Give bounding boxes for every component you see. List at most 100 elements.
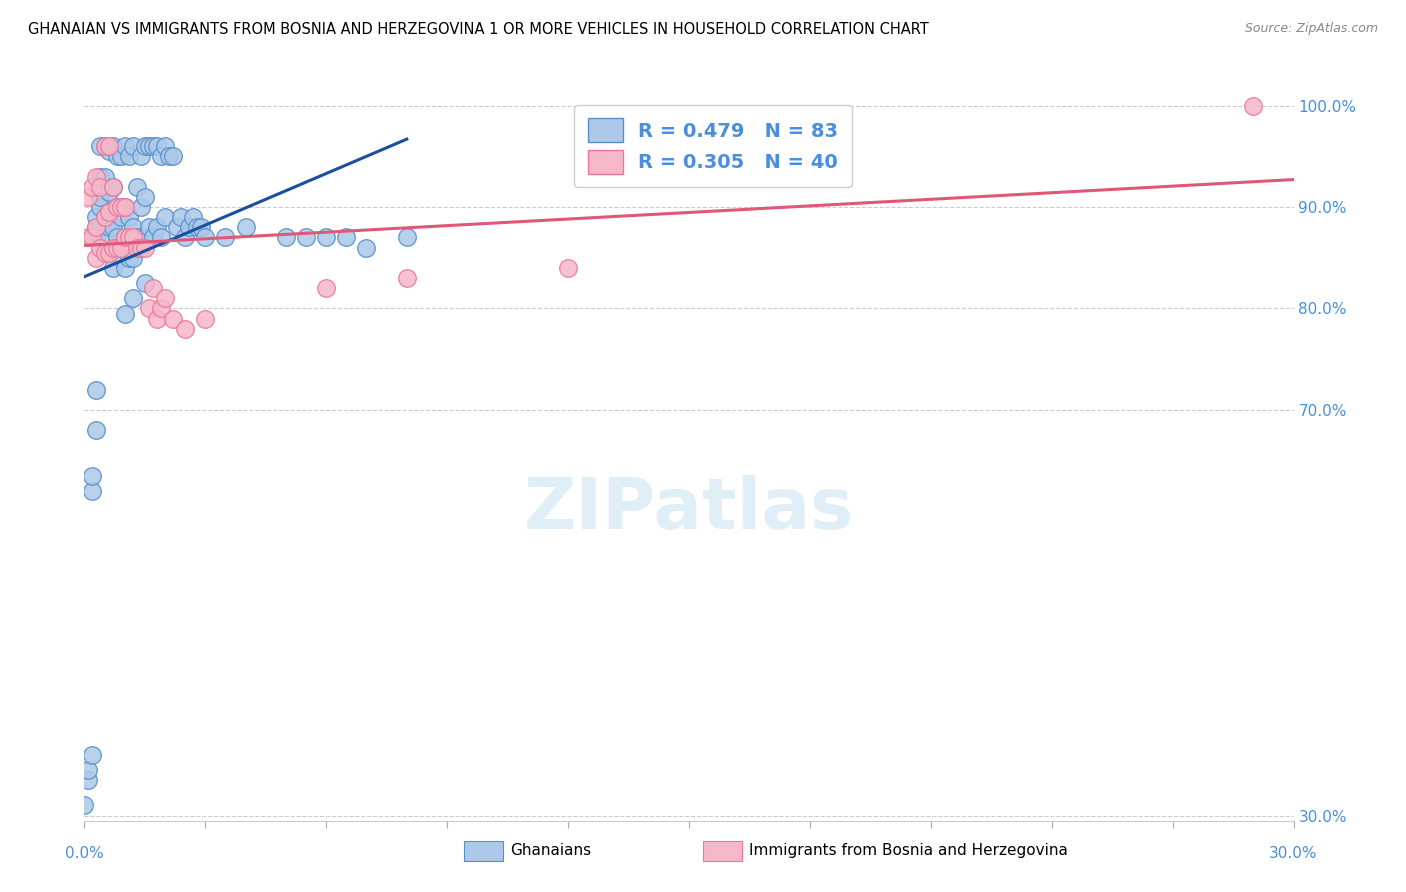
- Point: [142, 281, 165, 295]
- Point: [149, 149, 172, 163]
- FancyBboxPatch shape: [464, 841, 503, 861]
- Point: [114, 139, 136, 153]
- Point: [89, 179, 111, 194]
- Point: [97, 139, 120, 153]
- Point: [82, 483, 104, 498]
- Point: [105, 200, 128, 214]
- Point: [121, 291, 143, 305]
- Point: [97, 220, 120, 235]
- Point: [86, 220, 108, 235]
- Point: [77, 230, 100, 244]
- Point: [146, 139, 169, 153]
- Point: [295, 230, 318, 244]
- Point: [138, 139, 160, 153]
- Point: [114, 260, 136, 275]
- Point: [190, 220, 212, 235]
- Point: [129, 241, 152, 255]
- Point: [97, 185, 120, 199]
- Text: Immigrants from Bosnia and Herzegovina: Immigrants from Bosnia and Herzegovina: [749, 844, 1069, 858]
- Point: [86, 251, 108, 265]
- Point: [146, 220, 169, 235]
- Point: [97, 205, 120, 219]
- Point: [93, 245, 115, 260]
- Point: [77, 190, 100, 204]
- Point: [101, 179, 124, 194]
- Text: GHANAIAN VS IMMIGRANTS FROM BOSNIA AND HERZEGOVINA 1 OR MORE VEHICLES IN HOUSEHO: GHANAIAN VS IMMIGRANTS FROM BOSNIA AND H…: [28, 22, 929, 37]
- Point: [356, 241, 378, 255]
- Point: [77, 773, 100, 788]
- Point: [93, 139, 115, 153]
- Point: [395, 271, 418, 285]
- Point: [170, 210, 193, 224]
- Point: [142, 230, 165, 244]
- Point: [89, 139, 111, 153]
- Point: [93, 210, 115, 224]
- Point: [121, 230, 143, 244]
- Point: [114, 200, 136, 214]
- Point: [110, 210, 132, 224]
- Point: [97, 145, 120, 159]
- Point: [153, 139, 176, 153]
- Point: [315, 230, 337, 244]
- Point: [86, 230, 108, 244]
- Point: [82, 230, 104, 244]
- Point: [149, 301, 172, 316]
- Point: [101, 220, 124, 235]
- Point: [118, 210, 141, 224]
- Point: [89, 220, 111, 235]
- Point: [82, 747, 104, 762]
- Point: [134, 139, 156, 153]
- Point: [134, 190, 156, 204]
- Point: [153, 210, 176, 224]
- Point: [93, 210, 115, 224]
- Point: [93, 169, 115, 184]
- Text: ZIPatlas: ZIPatlas: [524, 475, 853, 544]
- Point: [89, 200, 111, 214]
- Point: [121, 251, 143, 265]
- Point: [129, 241, 152, 255]
- Point: [235, 220, 257, 235]
- Point: [138, 220, 160, 235]
- Point: [114, 230, 136, 244]
- Point: [274, 230, 297, 244]
- Point: [114, 200, 136, 214]
- Point: [315, 281, 337, 295]
- Point: [134, 276, 156, 290]
- Point: [105, 230, 128, 244]
- Point: [121, 139, 143, 153]
- Point: [335, 230, 357, 244]
- Point: [125, 230, 148, 244]
- Point: [162, 149, 184, 163]
- Point: [174, 230, 197, 244]
- Point: [142, 139, 165, 153]
- Point: [181, 210, 204, 224]
- Point: [97, 245, 120, 260]
- Point: [89, 190, 111, 204]
- Point: [89, 241, 111, 255]
- Point: [86, 220, 108, 235]
- Point: [129, 149, 152, 163]
- Point: [93, 230, 115, 244]
- Legend: R = 0.479   N = 83, R = 0.305   N = 40: R = 0.479 N = 83, R = 0.305 N = 40: [574, 104, 852, 187]
- Point: [134, 230, 156, 244]
- Point: [86, 210, 108, 224]
- Point: [82, 468, 104, 483]
- Point: [125, 179, 148, 194]
- Point: [138, 301, 160, 316]
- Point: [395, 230, 418, 244]
- Point: [121, 220, 143, 235]
- Point: [110, 149, 132, 163]
- Point: [174, 322, 197, 336]
- Point: [557, 260, 579, 275]
- Point: [153, 291, 176, 305]
- FancyBboxPatch shape: [703, 841, 742, 861]
- Point: [101, 260, 124, 275]
- Point: [86, 169, 108, 184]
- Text: 0.0%: 0.0%: [65, 846, 104, 861]
- Point: [194, 230, 217, 244]
- Point: [118, 251, 141, 265]
- Point: [149, 230, 172, 244]
- Point: [186, 220, 208, 235]
- Point: [118, 230, 141, 244]
- Point: [110, 241, 132, 255]
